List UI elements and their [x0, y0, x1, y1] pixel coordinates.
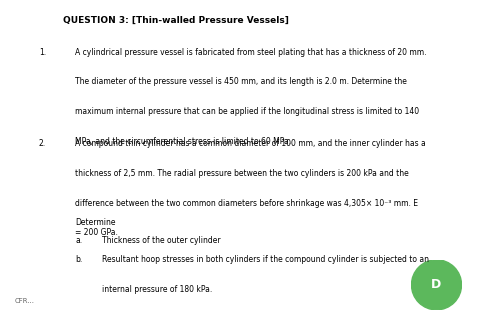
Text: QUESTION 3: [Thin-walled Pressure Vessels]: QUESTION 3: [Thin-walled Pressure Vessel…: [63, 16, 288, 25]
Text: 2.: 2.: [39, 139, 46, 148]
Text: D: D: [430, 278, 441, 291]
Text: internal pressure of 180 kPa.: internal pressure of 180 kPa.: [102, 285, 212, 294]
Text: Resultant hoop stresses in both cylinders if the compound cylinder is subjected : Resultant hoop stresses in both cylinder…: [102, 255, 428, 264]
Text: Thickness of the outer cylinder: Thickness of the outer cylinder: [102, 236, 220, 245]
Text: The diameter of the pressure vessel is 450 mm, and its length is 2.0 m. Determin: The diameter of the pressure vessel is 4…: [75, 77, 406, 86]
Text: CFR...: CFR...: [15, 298, 34, 304]
Circle shape: [410, 260, 461, 310]
Text: maximum internal pressure that can be applied if the longitudinal stress is limi: maximum internal pressure that can be ap…: [75, 107, 419, 116]
Text: = 200 GPa.: = 200 GPa.: [75, 228, 118, 238]
Text: b.: b.: [75, 255, 82, 264]
Text: a.: a.: [75, 236, 82, 245]
Text: A compound thin cylinder has a common diameter of 100 mm, and the inner cylinder: A compound thin cylinder has a common di…: [75, 139, 425, 148]
Text: 1.: 1.: [39, 48, 46, 57]
Text: MPa, and the circumferential stress is limited to 60 MPa.: MPa, and the circumferential stress is l…: [75, 137, 291, 146]
Text: Determine: Determine: [75, 218, 116, 227]
Text: A cylindrical pressure vessel is fabricated from steel plating that has a thickn: A cylindrical pressure vessel is fabrica…: [75, 48, 426, 57]
Text: thickness of 2,5 mm. The radial pressure between the two cylinders is 200 kPa an: thickness of 2,5 mm. The radial pressure…: [75, 169, 408, 178]
Text: difference between the two common diameters before shrinkage was 4,305× 10⁻³ mm.: difference between the two common diamet…: [75, 199, 417, 208]
